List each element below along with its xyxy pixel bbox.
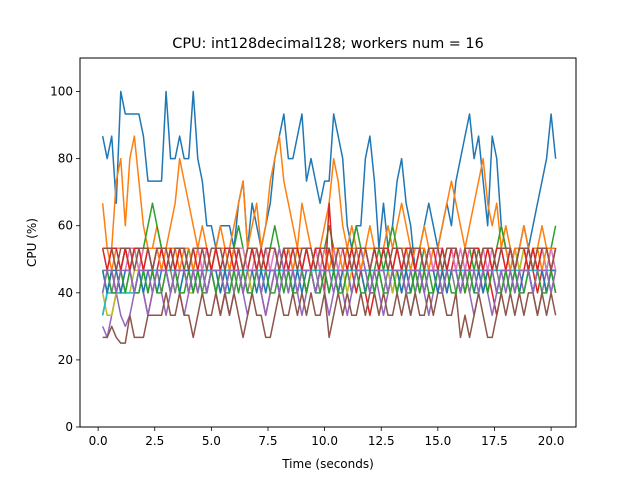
x-tick-label: 2.5 xyxy=(145,434,164,448)
chart-title: CPU: int128decimal128; workers num = 16 xyxy=(172,36,483,52)
x-tick-label: 10.0 xyxy=(311,434,338,448)
y-tick-label: 60 xyxy=(58,219,73,233)
x-tick-label: 20.0 xyxy=(538,434,565,448)
plot-frame xyxy=(79,57,577,428)
x-tick-label: 5.0 xyxy=(202,434,221,448)
y-tick-label: 100 xyxy=(50,85,73,99)
x-tick-label: 0.0 xyxy=(89,434,108,448)
plot-lines xyxy=(101,90,557,344)
y-tick-label: 40 xyxy=(58,286,73,300)
series-line-1 xyxy=(101,90,557,272)
x-axis: 0.0 2.5 5.0 7.5 10.0 12.5 15.0 17.5 20.0 xyxy=(89,427,565,448)
series-line-16 xyxy=(102,247,557,272)
x-tick-label: 7.5 xyxy=(258,434,277,448)
y-tick-label: 80 xyxy=(58,152,73,166)
x-tick-label: 17.5 xyxy=(481,434,508,448)
series-line-15 xyxy=(101,269,557,294)
series-line-6 xyxy=(102,292,557,344)
y-tick-label: 0 xyxy=(65,420,73,434)
y-tick-label: 20 xyxy=(58,353,73,367)
y-axis: 0 20 40 60 80 100 xyxy=(50,85,80,434)
x-axis-label: Time (seconds) xyxy=(281,457,374,471)
x-tick-label: 12.5 xyxy=(368,434,395,448)
y-axis-label: CPU (%) xyxy=(25,218,39,267)
x-tick-label: 15.0 xyxy=(424,434,451,448)
